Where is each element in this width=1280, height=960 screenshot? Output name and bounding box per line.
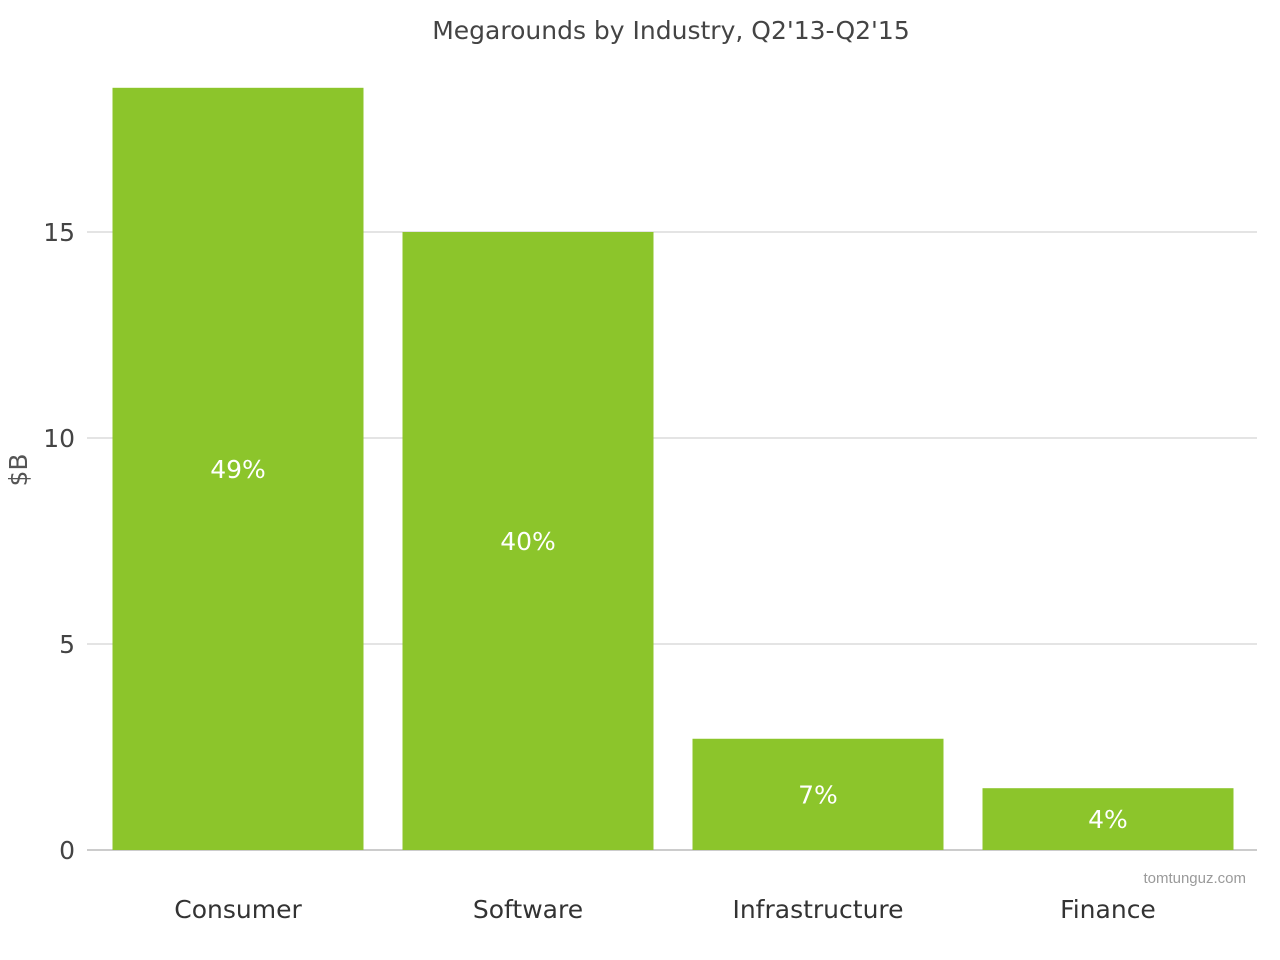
y-axis-ticks: 0 5 10 15 [43,218,75,865]
bar-value-labels: 49% 40% 7% 4% [210,455,1128,834]
y-axis-label: $B [4,453,33,486]
y-tick-label: 10 [43,424,75,453]
bar-value-label: 7% [798,780,838,809]
bars [112,87,1234,851]
bar-finance [982,788,1234,850]
bar-value-label: 4% [1088,805,1128,834]
y-tick-label: 5 [59,630,75,659]
watermark-text: tomtunguz.com [1143,870,1246,887]
y-tick-label: 15 [43,218,75,247]
chart-title: Megarounds by Industry, Q2'13-Q2'15 [432,16,910,45]
x-category-label: Consumer [174,895,302,924]
x-axis-categories: Consumer Software Infrastructure Finance [174,895,1156,924]
bar-infrastructure [692,738,944,850]
bar-value-label: 40% [500,527,556,556]
bar-software [402,232,654,850]
y-tick-label: 0 [59,836,75,865]
x-category-label: Infrastructure [732,895,903,924]
bar-value-label: 49% [210,455,266,484]
x-category-label: Finance [1060,895,1156,924]
bar-consumer [112,87,364,851]
x-category-label: Software [473,895,583,924]
